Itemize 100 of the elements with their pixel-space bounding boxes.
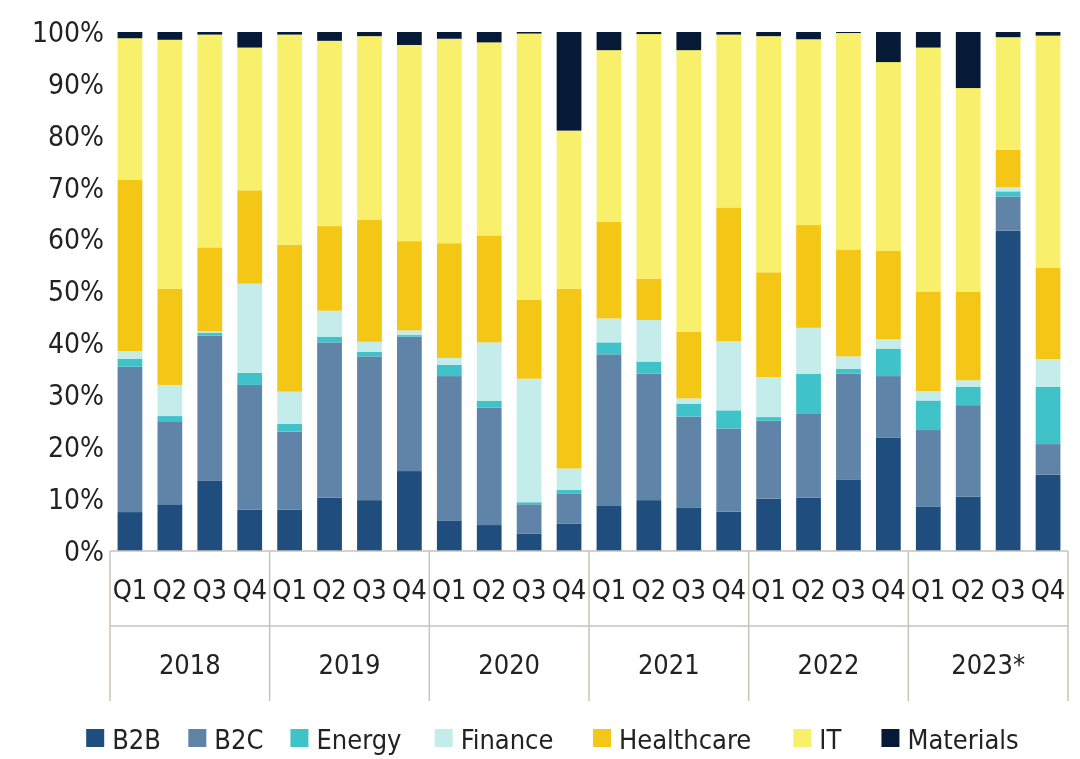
bar: [197, 32, 223, 35]
bar: [117, 366, 143, 513]
bar: [117, 38, 143, 180]
bar: [237, 509, 263, 551]
bar: [277, 244, 302, 392]
bar: [676, 398, 702, 404]
bar: [237, 190, 263, 284]
bar: [357, 219, 382, 342]
bar: [596, 318, 622, 343]
bar: [995, 196, 1021, 231]
legend-label: Energy: [316, 724, 402, 755]
x-tick-label: Q4: [392, 574, 427, 605]
bar: [796, 39, 821, 226]
x-tick-label: Q2: [791, 574, 826, 605]
bar: [197, 335, 223, 481]
x-tick-label: Q4: [1030, 574, 1066, 605]
legend-label: Materials: [907, 724, 1019, 755]
bar: [876, 339, 901, 349]
bar: [556, 523, 582, 551]
bar: [476, 525, 502, 551]
bar: [915, 391, 941, 401]
bar: [756, 420, 781, 499]
bar: [876, 348, 901, 377]
x-tick-label: Q1: [911, 574, 946, 605]
bar: [556, 32, 582, 131]
bar: [357, 36, 382, 220]
bar: [157, 39, 183, 289]
x-tick-label: Q4: [871, 574, 906, 605]
bar: [117, 32, 143, 39]
bar: [636, 500, 662, 551]
y-tick-label: 0%: [64, 534, 104, 568]
bar: [556, 130, 582, 289]
legend-label: IT: [819, 724, 842, 755]
bar: [157, 384, 183, 417]
bar: [157, 504, 183, 551]
bar: [796, 32, 821, 40]
bar: [397, 32, 422, 45]
bar: [436, 376, 462, 521]
x-tick-label: Q2: [471, 574, 507, 605]
bar: [516, 502, 542, 505]
y-tick-label: 30%: [48, 379, 104, 413]
bar: [556, 489, 582, 494]
x-tick-label: Q3: [352, 574, 387, 605]
bar: [596, 32, 622, 51]
bar: [796, 374, 821, 414]
bar: [117, 179, 143, 352]
bar: [277, 431, 302, 510]
bar: [716, 341, 742, 411]
bar: [317, 226, 342, 311]
bar: [955, 380, 981, 387]
bar: [796, 497, 821, 551]
bar: [556, 493, 582, 524]
bar: [915, 47, 941, 292]
bar: [716, 32, 742, 35]
bar: [117, 512, 143, 551]
bar: [1035, 267, 1061, 359]
bar: [596, 221, 622, 319]
bar: [995, 37, 1021, 150]
x-tick-label: Q1: [432, 574, 467, 605]
bar: [636, 34, 662, 279]
bar: [516, 299, 542, 379]
bar: [636, 32, 662, 35]
text: 2021: [637, 649, 700, 680]
bar: [157, 416, 183, 422]
bar: [676, 507, 702, 551]
bar: [317, 310, 342, 337]
legend-label: Healthcare: [618, 724, 752, 755]
bar: [516, 33, 542, 300]
bar: [876, 62, 901, 252]
bar: [676, 403, 702, 417]
x-tick-label: Q3: [671, 574, 707, 605]
bar: [1035, 32, 1061, 36]
bar: [516, 533, 542, 551]
bar: [476, 32, 502, 43]
bar: [436, 243, 462, 358]
bar: [197, 480, 223, 551]
x-tick-label: Q2: [152, 574, 188, 605]
bar: [756, 32, 781, 37]
x-tick-label: Q2: [950, 574, 986, 605]
bar: [636, 361, 662, 374]
bar: [915, 430, 941, 507]
bar: [357, 356, 382, 501]
x-tick-label: Q1: [112, 574, 148, 605]
bar: [596, 354, 622, 506]
bar: [756, 417, 781, 421]
bar: [157, 421, 183, 505]
bar: [995, 191, 1021, 197]
bar: [596, 505, 622, 551]
bar: [915, 400, 941, 431]
legend-label: B2B: [112, 724, 161, 755]
bar: [397, 44, 422, 242]
y-tick-label: 60%: [48, 223, 104, 257]
bar: [1035, 474, 1061, 551]
bar: [556, 468, 582, 490]
bar: [476, 407, 502, 526]
bar: [995, 32, 1021, 38]
bar: [955, 496, 981, 551]
bar: [796, 327, 821, 375]
x-tick-label: Q2: [631, 574, 667, 605]
bar: [197, 34, 223, 248]
